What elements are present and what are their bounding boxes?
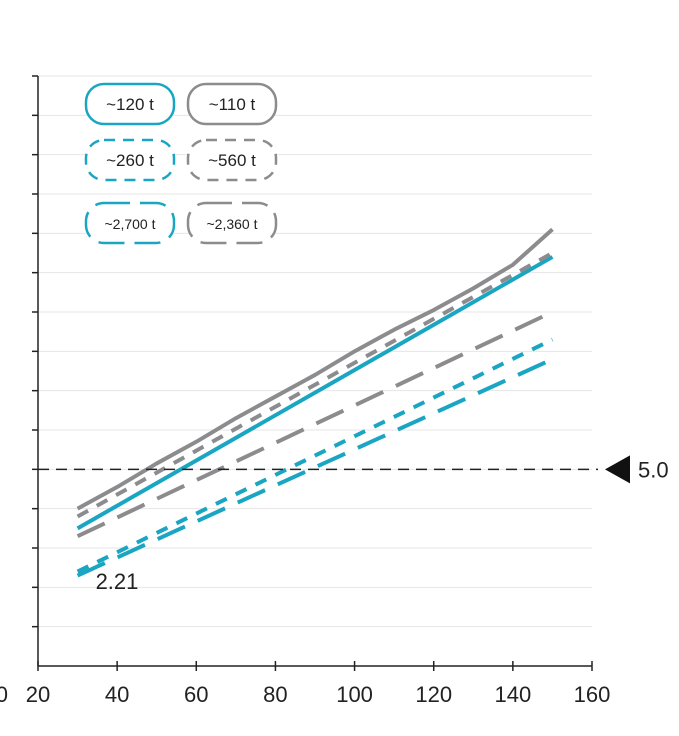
x-tick-label: 140 (494, 682, 531, 707)
reference-arrow-icon (605, 455, 630, 484)
x-tick-label: 100 (336, 682, 373, 707)
legend-swatch (186, 82, 278, 126)
x-tick-label: 60 (184, 682, 208, 707)
series-line (76, 251, 554, 519)
legend-label: ~2,700 t (105, 216, 156, 232)
legend-swatch (84, 201, 176, 245)
legend: ~120 t ~110 t ~260 t ~560 t ~2,700 t ~2,360 t (84, 82, 278, 245)
x-tick-label: 80 (263, 682, 287, 707)
x-tick-label: 160 (574, 682, 611, 707)
legend-swatch (186, 201, 278, 245)
x-tick-label-clipped: 0 (0, 682, 8, 707)
annotation-label: 2.21 (96, 569, 139, 594)
legend-swatch (186, 138, 278, 182)
series-line (76, 337, 554, 574)
legend-swatch (84, 138, 176, 182)
x-tick-label: 20 (26, 682, 50, 707)
legend-label: ~110 t (209, 95, 256, 114)
x-tick-label: 40 (105, 682, 129, 707)
legend-label: ~260 t (106, 151, 154, 170)
series-line (76, 255, 554, 531)
axes: 20 40 60 80 100 120 140 160 0 (0, 75, 611, 707)
series-line (76, 310, 554, 539)
series-line (76, 227, 554, 511)
legend-label: ~120 t (106, 95, 154, 114)
legend-swatch (84, 82, 176, 126)
reference-line-label: 5.0 (638, 457, 669, 482)
annotations: 2.21 (96, 569, 139, 594)
reference-line-group: 5.0 (38, 455, 669, 484)
legend-label: ~2,360 t (207, 216, 258, 232)
legend-label: ~560 t (208, 151, 256, 170)
x-tick-label: 120 (415, 682, 452, 707)
series-lines (76, 227, 554, 578)
